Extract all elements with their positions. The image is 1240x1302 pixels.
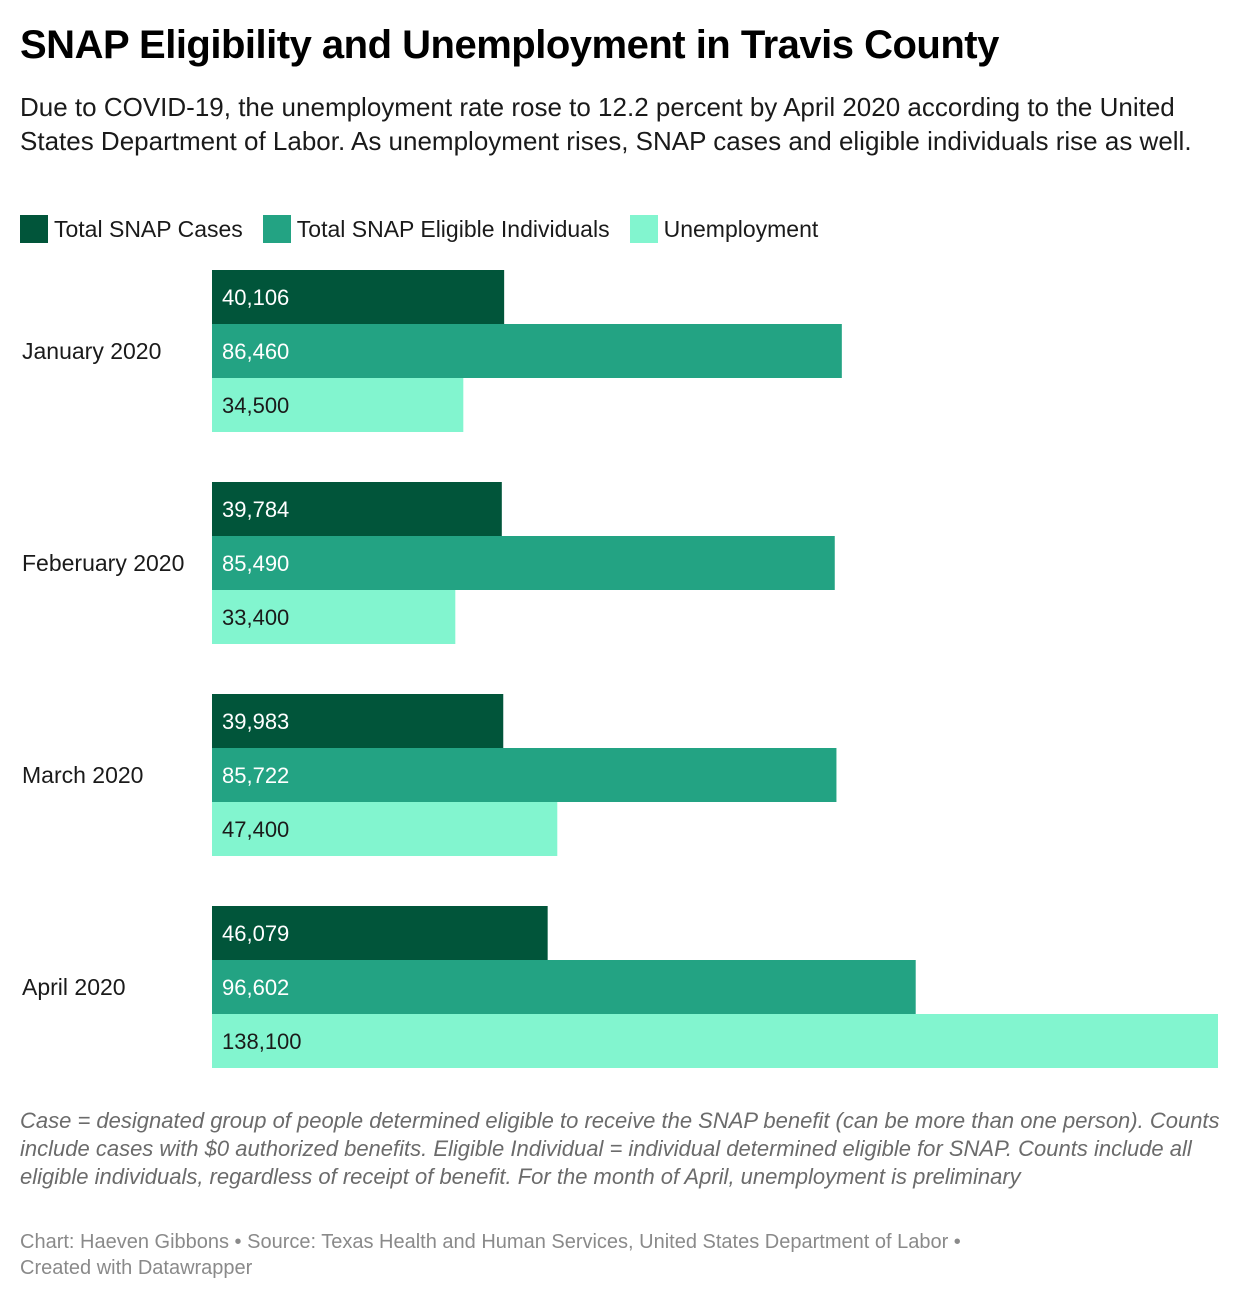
legend: Total SNAP Cases Total SNAP Eligible Indi… xyxy=(20,213,838,245)
chart-credits: Chart: Haeven Gibbons • Source: Texas He… xyxy=(20,1229,1220,1281)
bar xyxy=(212,1014,1218,1068)
bar xyxy=(212,482,502,536)
credits-source: Chart: Haeven Gibbons • Source: Texas He… xyxy=(20,1231,961,1253)
bar xyxy=(212,694,504,748)
bar-value-label: 39,784 xyxy=(222,497,289,522)
bar xyxy=(212,324,842,378)
legend-swatch xyxy=(262,215,291,243)
category-label: April 2020 xyxy=(22,974,126,1000)
bar-value-label: 138,100 xyxy=(222,1029,302,1054)
bar xyxy=(212,802,558,856)
bar-value-label: 85,490 xyxy=(222,551,289,576)
legend-label: Unemployment xyxy=(663,215,819,242)
bar-value-label: 96,602 xyxy=(222,975,289,1000)
chart-title: SNAP Eligibility and Unemployment in Tra… xyxy=(20,23,999,67)
category-label: March 2020 xyxy=(22,762,143,788)
category-label: Feberuary 2020 xyxy=(22,550,184,576)
bar-value-label: 40,106 xyxy=(222,285,289,310)
chart-subtitle: Due to COVID-19, the unemployment rate r… xyxy=(20,92,1192,156)
bar-value-label: 47,400 xyxy=(222,817,289,842)
category-label: January 2020 xyxy=(22,338,161,364)
legend-swatch xyxy=(20,215,48,243)
bar-value-label: 46,079 xyxy=(222,921,289,946)
bar xyxy=(212,378,464,432)
legend-item: Total SNAP Eligible Individuals xyxy=(262,215,610,243)
bar xyxy=(212,960,916,1014)
bar xyxy=(212,748,837,802)
chart-notes: Case = designated group of people determ… xyxy=(20,1108,1220,1189)
bar-value-label: 39,983 xyxy=(222,709,289,734)
bar-value-label: 33,400 xyxy=(222,605,289,630)
bar xyxy=(212,270,505,324)
credits-tool: Created with Datawrapper xyxy=(20,1257,253,1279)
legend-label: Total SNAP Eligible Individuals xyxy=(296,215,610,242)
bar-value-label: 85,722 xyxy=(222,763,289,788)
legend-label: Total SNAP Cases xyxy=(54,215,243,242)
legend-item: Unemployment xyxy=(629,215,819,243)
bar-value-label: 86,460 xyxy=(222,339,289,364)
bar xyxy=(212,906,548,960)
bar xyxy=(212,536,835,590)
legend-swatch xyxy=(629,215,658,243)
bar-value-label: 34,500 xyxy=(222,393,289,418)
bar xyxy=(212,590,456,644)
legend-item: Total SNAP Cases xyxy=(20,215,243,243)
